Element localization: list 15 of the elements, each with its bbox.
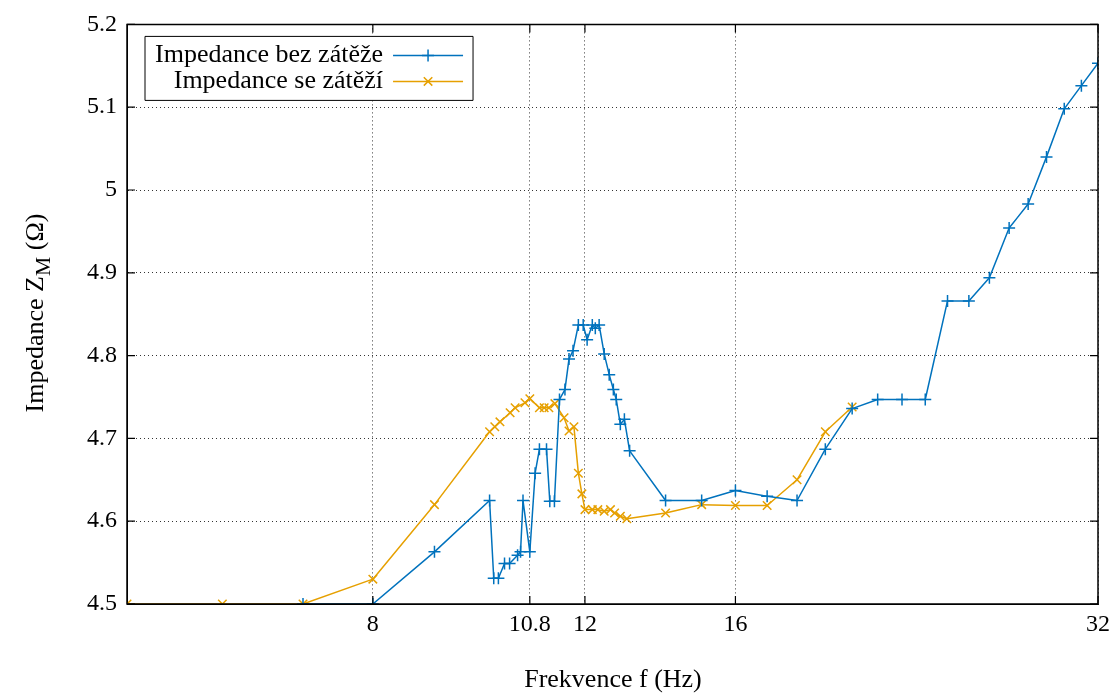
y-tick-label: 4.9 xyxy=(87,258,117,285)
y-tick-label: 5.1 xyxy=(87,92,117,119)
x-tick-label: 32 xyxy=(1086,609,1110,636)
legend-label: Impedance bez zátěže xyxy=(155,39,384,69)
y-tick-label: 5.2 xyxy=(87,9,117,36)
y-tick-label: 4.7 xyxy=(87,423,117,450)
x-axis-title: Frekvence f (Hz) xyxy=(523,664,703,694)
x-tick-label: 10.8 xyxy=(508,609,551,636)
x-tick-label: 12 xyxy=(572,609,597,636)
y-tick-label: 4.8 xyxy=(87,340,117,367)
y-tick-label: 4.6 xyxy=(87,506,117,533)
y-tick-label: 4.5 xyxy=(87,589,117,616)
x-tick-label: 16 xyxy=(723,609,748,636)
x-tick-label: 8 xyxy=(366,609,379,636)
y-tick-label: 5 xyxy=(105,175,117,202)
